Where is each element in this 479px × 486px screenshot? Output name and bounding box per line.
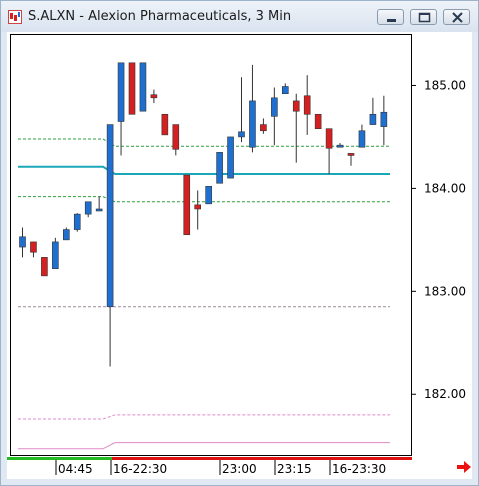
candle-body[interactable] [161, 113, 169, 136]
candle-body[interactable] [150, 94, 158, 99]
minimize-button[interactable] [377, 9, 404, 25]
candle-body[interactable] [172, 124, 180, 150]
title-bar[interactable]: S.ALXN - Alexion Pharmaceuticals, 3 Min [1, 1, 478, 32]
plot-frame [10, 34, 412, 456]
x-tick-label: 23:15 [277, 462, 312, 476]
candle-body[interactable] [139, 62, 147, 112]
x-tick-label: 16-23:30 [332, 462, 386, 476]
window-title: S.ALXN - Alexion Pharmaceuticals, 3 Min [28, 9, 292, 24]
x-tick-label: 23:00 [222, 462, 257, 476]
y-tick-label: 185.00 [424, 78, 466, 92]
candle-body[interactable] [380, 111, 388, 127]
candle-body[interactable] [62, 229, 70, 241]
candle-body[interactable] [73, 213, 81, 230]
candle-body[interactable] [117, 62, 125, 122]
candlestick-app-icon [8, 10, 22, 24]
candle-body[interactable] [128, 62, 136, 115]
candle-body[interactable] [183, 174, 191, 236]
minimize-icon [387, 19, 396, 22]
candle-body[interactable] [271, 97, 278, 117]
candle-body[interactable] [194, 204, 201, 210]
candle-body[interactable] [260, 124, 267, 132]
bottom-line-pink-line [18, 442, 390, 450]
candle-body[interactable] [19, 236, 26, 248]
candle-body[interactable] [216, 152, 223, 184]
close-icon [452, 12, 463, 23]
candle-body[interactable] [95, 208, 103, 212]
y-tick-label: 183.00 [424, 284, 466, 298]
candle-body[interactable] [205, 186, 212, 205]
scroll-right-arrow-icon[interactable] [456, 460, 472, 474]
candle-body[interactable] [369, 113, 377, 125]
candle-body[interactable] [238, 131, 245, 138]
candlestick-chart[interactable]: 185.00 184.00 183.00 182.00 04:45 16-22:30 23:… [7, 32, 472, 479]
candle-body[interactable] [281, 86, 289, 94]
candle-body[interactable] [106, 124, 114, 308]
x-tick-label: 04:45 [58, 462, 93, 476]
candle-body[interactable] [30, 241, 37, 253]
candle-body[interactable] [41, 257, 48, 277]
candle-body[interactable] [303, 95, 311, 115]
candle-body[interactable] [336, 144, 344, 148]
lower-band-pink-line [18, 414, 390, 420]
candle-body[interactable] [325, 128, 333, 149]
chart-area[interactable]: 185.00 184.00 183.00 182.00 04:45 16-22:30 23:… [7, 32, 472, 479]
candle-body[interactable] [249, 100, 256, 148]
maximize-icon [418, 12, 431, 23]
candle-body[interactable] [52, 241, 59, 269]
candle-body[interactable] [227, 136, 234, 179]
candle-body[interactable] [314, 113, 322, 129]
maximize-button[interactable] [410, 9, 437, 25]
candle-body[interactable] [84, 201, 92, 215]
candle-body[interactable] [292, 100, 300, 112]
session-bar-green [7, 457, 112, 460]
y-tick-label: 184.00 [424, 181, 466, 195]
y-tick-label: 182.00 [424, 387, 466, 401]
x-tick-label: 16-22:30 [113, 462, 167, 476]
candle-body[interactable] [358, 130, 366, 148]
session-bar-red [112, 457, 412, 460]
close-button[interactable] [443, 9, 470, 25]
candle-body[interactable] [347, 153, 355, 156]
